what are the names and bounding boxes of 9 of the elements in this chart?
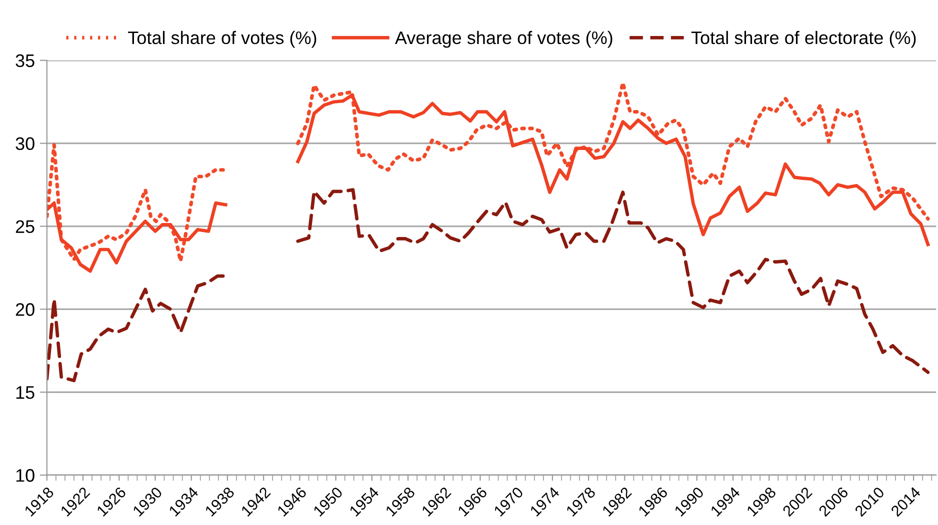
legend-label: Average share of votes (%) (394, 30, 612, 48)
y-tick-label: 10 (16, 469, 34, 482)
y-tick-label: 30 (16, 137, 34, 150)
y-tick-label: 20 (16, 303, 34, 316)
legend-label: Total share of electorate (%) (691, 30, 916, 48)
legend-label: Total share of votes (%) (128, 30, 316, 48)
y-tick-label: 35 (16, 54, 34, 68)
y-tick-label: 25 (16, 220, 34, 233)
y-tick-label: 15 (16, 386, 34, 399)
